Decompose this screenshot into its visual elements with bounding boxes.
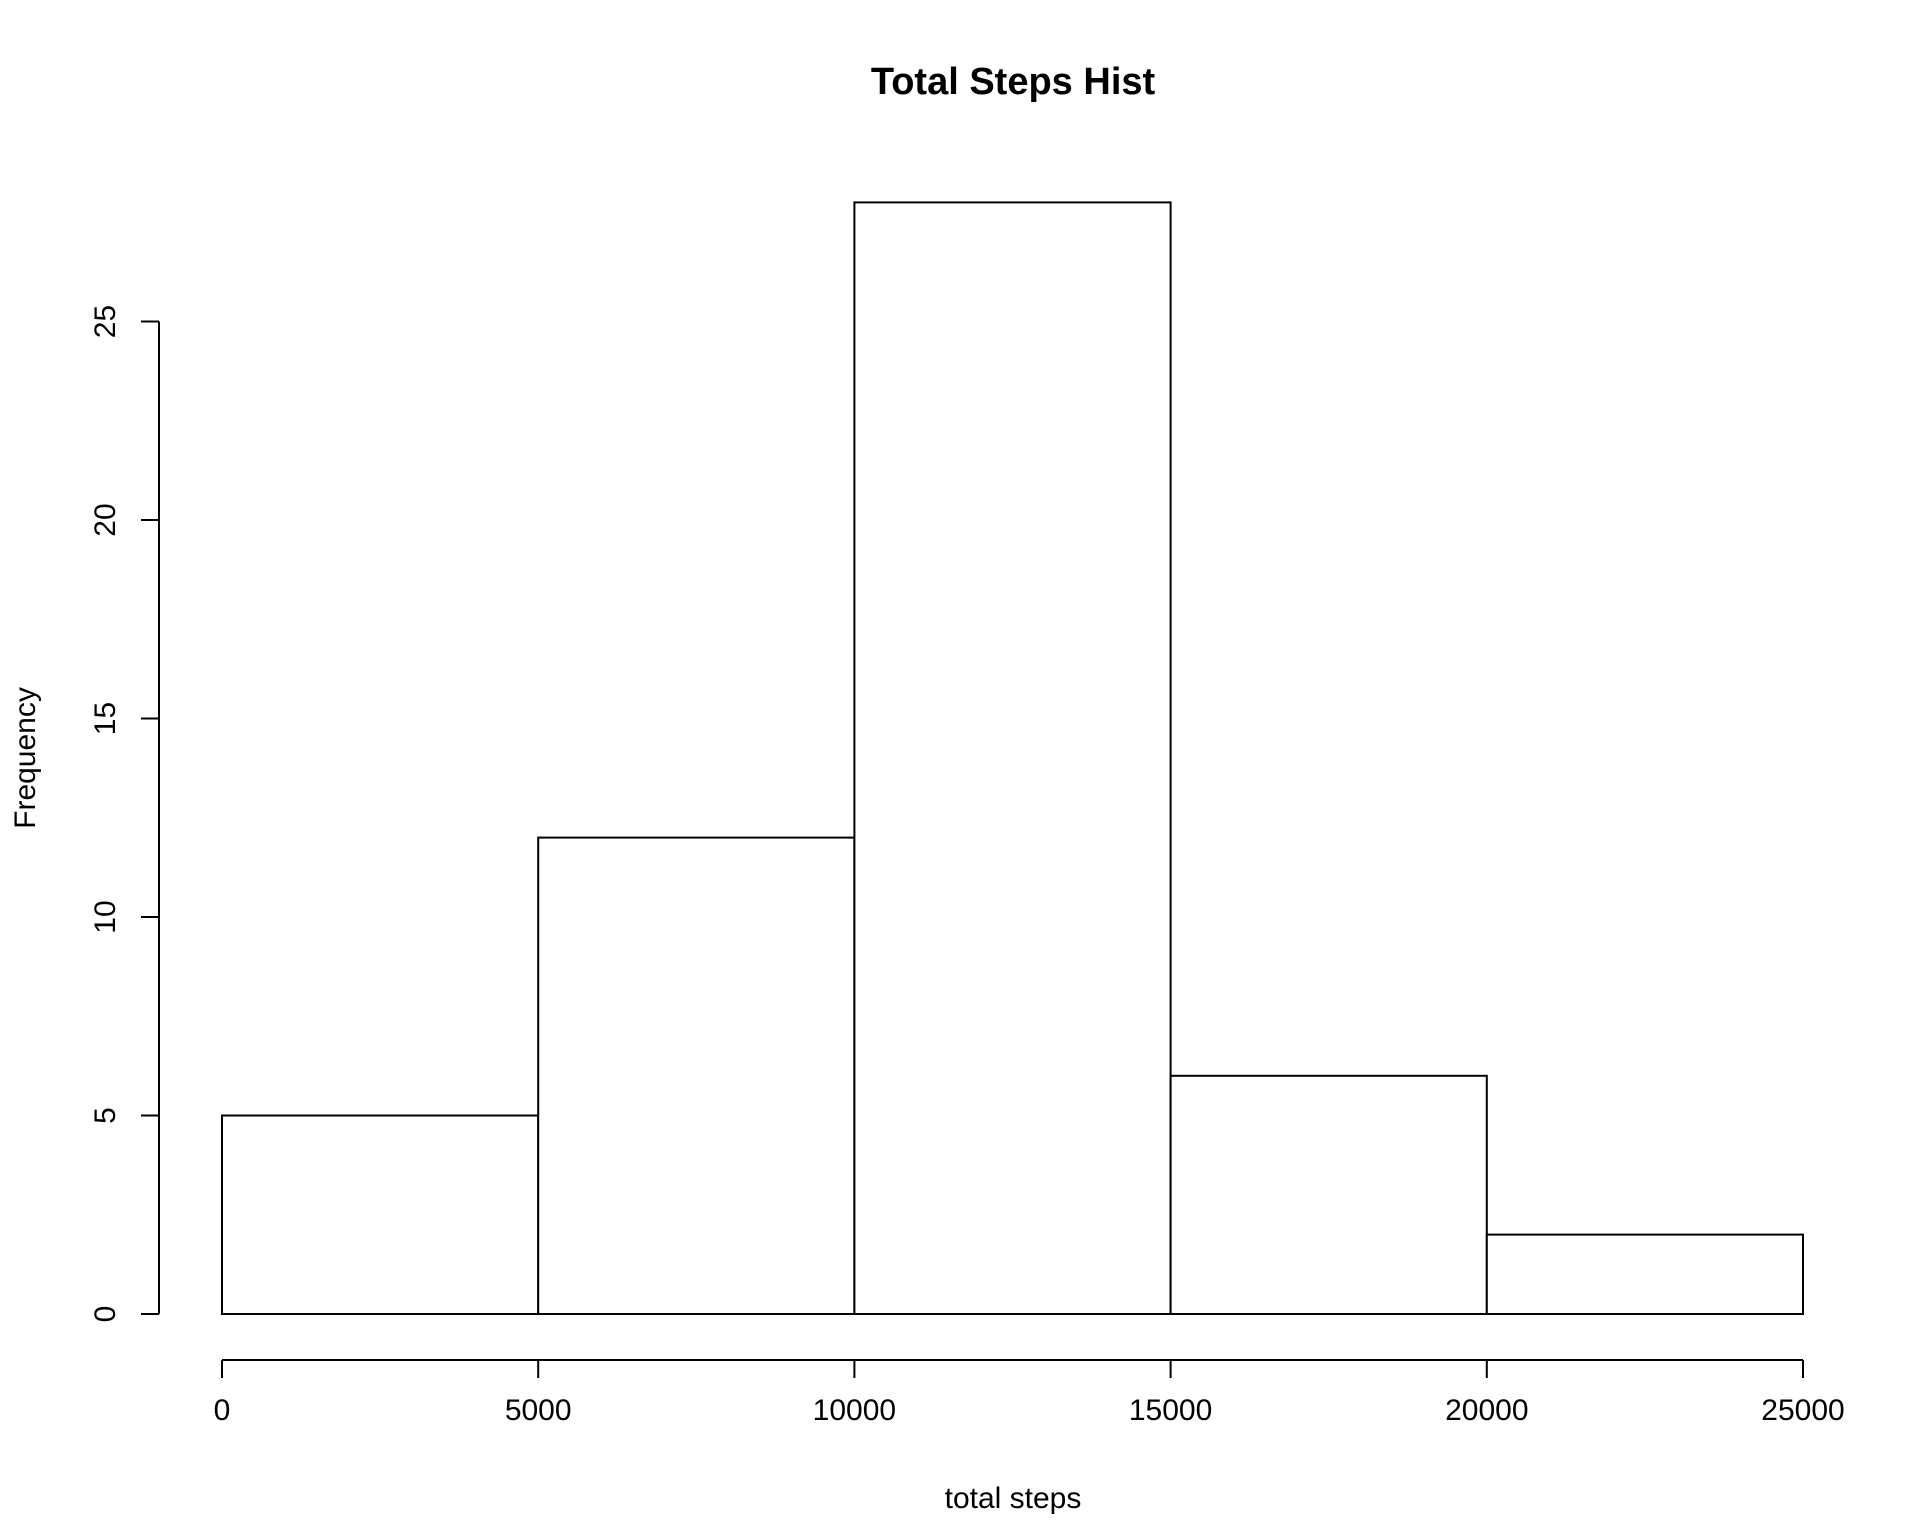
x-tick-label: 25000: [1761, 1394, 1844, 1427]
x-tick-label: 15000: [1129, 1394, 1212, 1427]
x-tick-label: 0: [214, 1394, 231, 1427]
y-axis-label: Frequency: [9, 687, 42, 829]
y-tick-label: 5: [89, 1107, 122, 1124]
y-axis: 0 5 10 15 20 25: [89, 305, 160, 1323]
y-tick-label: 0: [89, 1306, 122, 1323]
y-tick-label: 15: [89, 702, 122, 735]
histogram-bar-2: [537, 836, 856, 1315]
bars-group: [221, 201, 1805, 1316]
x-tick-label: 5000: [505, 1394, 572, 1427]
x-axis-label: total steps: [945, 1482, 1082, 1515]
histogram-bar-3: [853, 201, 1172, 1315]
y-tick-label: 10: [89, 900, 122, 933]
histogram-bar-1: [221, 1114, 540, 1315]
chart-title: Total Steps Hist: [871, 61, 1156, 103]
y-tick-label: 20: [89, 503, 122, 536]
histogram-bar-5: [1485, 1233, 1805, 1315]
x-tick-label: 10000: [813, 1394, 896, 1427]
x-axis: 0 5000 10000 15000 20000 25000: [214, 1359, 1845, 1427]
x-tick-label: 20000: [1445, 1394, 1528, 1427]
histogram-bar-4: [1169, 1074, 1488, 1316]
y-tick-label: 25: [89, 305, 122, 338]
